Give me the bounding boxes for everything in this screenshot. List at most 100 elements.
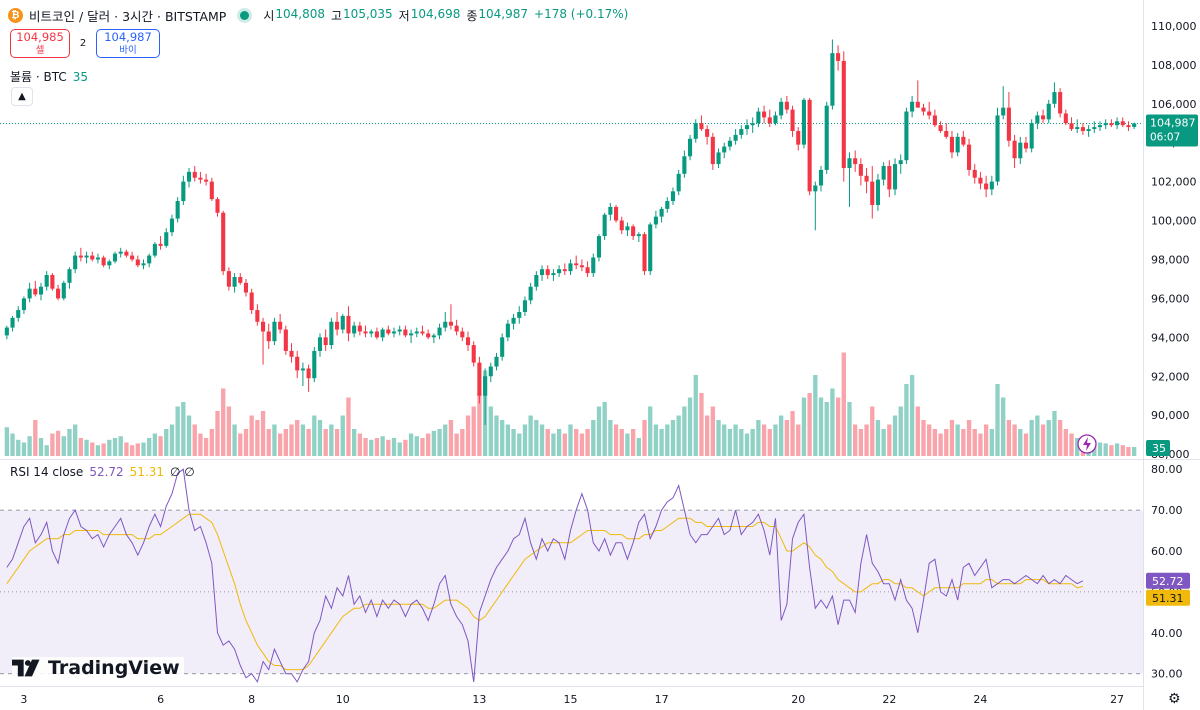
volume-bar: [203, 438, 209, 456]
candle-body: [135, 259, 140, 266]
time-axis-tick-27: 27: [1110, 693, 1124, 706]
candle-body: [932, 115, 937, 126]
candle-body: [1018, 142, 1023, 159]
volume-bar: [192, 424, 197, 456]
candle-body: [699, 123, 704, 130]
volume-bar: [1120, 445, 1125, 456]
candle-body: [716, 152, 721, 165]
volume-bar: [676, 415, 681, 456]
volume-bar: [1006, 420, 1012, 456]
candle-body: [841, 60, 846, 168]
candle-body: [232, 276, 237, 287]
collapse-legend-button[interactable]: ▲: [11, 87, 33, 106]
candle-body: [1012, 140, 1017, 159]
candle-body: [961, 136, 966, 145]
candle-body: [21, 298, 26, 311]
candle-body: [887, 166, 892, 190]
volume-bar: [949, 420, 955, 456]
symbol-title[interactable]: 비트코인 / 달러 · 3시간 · BITSTAMP: [29, 8, 227, 24]
buy-button[interactable]: 104,987 바이: [96, 29, 160, 58]
candle-body: [596, 236, 602, 258]
volume-bar: [386, 439, 391, 456]
volume-bar: [687, 397, 693, 456]
candle-body: [1097, 125, 1103, 128]
candle-body: [346, 315, 351, 334]
volume-bar: [67, 429, 72, 456]
candle-body: [927, 111, 932, 116]
settings-gear-icon[interactable]: ⚙: [1168, 691, 1181, 707]
volume-bar: [938, 433, 943, 456]
volume-bar: [909, 375, 915, 456]
candle-body: [870, 181, 875, 205]
candle-body: [272, 321, 277, 342]
candle-body: [95, 257, 100, 260]
candle-body: [312, 350, 317, 379]
volume-bar: [522, 424, 528, 456]
candle-body: [750, 123, 755, 126]
sell-label: 셀: [35, 44, 45, 56]
candle-body: [767, 117, 772, 124]
volume-bar: [312, 415, 317, 456]
candle-body: [226, 271, 231, 287]
volume-bar: [135, 443, 140, 456]
candle-body: [796, 131, 801, 145]
volume-bar: [796, 424, 801, 456]
volume-bar: [73, 424, 78, 456]
volume-bar: [374, 438, 380, 456]
open-label: 시: [263, 8, 275, 23]
volume-bar: [357, 433, 363, 456]
tradingview-logo[interactable]: TradingView: [12, 657, 184, 679]
candle-body: [1001, 107, 1006, 116]
rsi-legend[interactable]: RSI 14 close 52.72 51.31 ∅ ∅: [10, 465, 195, 479]
candle-body: [44, 275, 49, 287]
rsi-ma-legend-value: 51.31: [129, 465, 165, 479]
time-axis-tick-13: 13: [472, 693, 486, 706]
candle-body: [1063, 113, 1068, 124]
rsi-badge-value: 52.72: [1152, 575, 1184, 588]
candle-body: [705, 129, 710, 137]
candle-body: [864, 175, 869, 182]
lightning-icon[interactable]: [1077, 434, 1097, 454]
candle-body: [921, 107, 926, 112]
sell-button[interactable]: 104,985 셀: [10, 29, 70, 58]
volume-bar: [317, 420, 323, 456]
volume-bar: [1131, 447, 1137, 456]
volume-bar: [756, 420, 761, 456]
time-axis-tick-20: 20: [791, 693, 805, 706]
volume-legend[interactable]: 볼륨 · BTC 35: [10, 68, 88, 85]
volume-bar: [243, 429, 249, 456]
candle-body: [517, 312, 522, 318]
rsi-line: [6, 468, 1084, 684]
volume-bar: [198, 433, 203, 456]
buy-label: 바이: [119, 44, 137, 56]
volume-bar: [830, 388, 835, 456]
candle-body: [818, 169, 824, 186]
candle-body: [636, 234, 641, 237]
candle-body: [579, 265, 584, 268]
current-price-badge: [1146, 114, 1198, 147]
candle-body: [437, 327, 442, 336]
volume-bar: [238, 433, 243, 456]
volume-bar: [10, 433, 15, 456]
volume-bar: [249, 415, 254, 456]
volume-bar: [739, 429, 744, 456]
volume-bar: [306, 429, 311, 456]
volume-bar: [670, 420, 676, 456]
volume-bar: [693, 375, 698, 456]
volume-bar: [1069, 433, 1074, 456]
volume-bar: [716, 420, 721, 456]
volume-bar: [221, 388, 226, 456]
candle-body: [78, 255, 83, 258]
rsi-axis-tick-4: 70.00: [1151, 504, 1183, 517]
candle-body: [329, 321, 334, 346]
candle-body: [374, 331, 379, 338]
volume-bar: [21, 442, 27, 456]
candle-body: [278, 321, 283, 330]
candle-body: [773, 115, 778, 124]
volume-bar: [568, 424, 573, 456]
candle-body: [830, 53, 835, 106]
volume-bar: [84, 439, 89, 456]
volume-bar: [272, 424, 277, 456]
volume-bar: [403, 439, 408, 456]
